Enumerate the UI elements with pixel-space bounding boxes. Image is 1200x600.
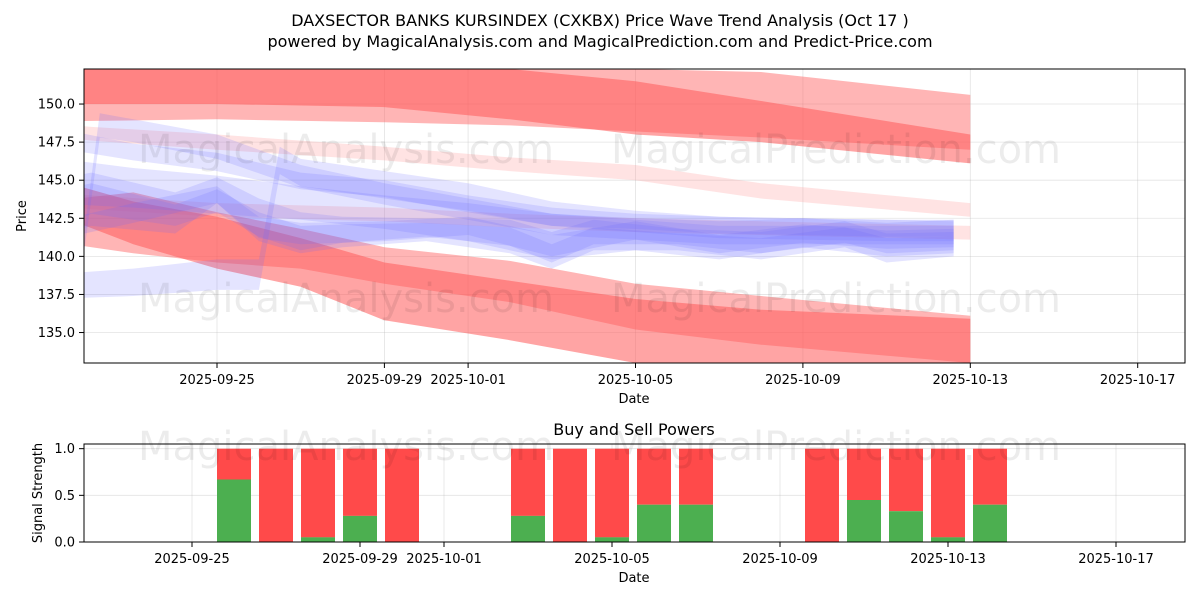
wave-band-5 [84,133,954,237]
price-y-tick-label: 140.0 [38,250,75,265]
sell-power-bar [973,448,1007,505]
power-y-axis: 0.0 0.5 1.0 [54,442,84,551]
sell-power-bar [343,448,377,516]
buy-power-bar [973,504,1007,542]
power-x-tick-label: 2025-10-01 [406,552,482,567]
price-x-tick-label: 2025-10-09 [765,373,841,388]
sell-power-bar [385,448,419,542]
sell-power-bar [847,448,881,500]
watermark-bottom-right: MagicalPrediction.com [611,424,1061,470]
buy-power-bar [301,537,335,542]
watermark-top-left-2: MagicalAnalysis.com [138,276,554,322]
price-bands [84,69,971,363]
price-y-tick-label: 142.5 [38,212,75,227]
price-x-tick-label: 2025-10-01 [430,373,506,388]
lower-pink-1 [84,194,971,240]
price-x-tick-label: 2025-10-13 [933,373,1009,388]
watermark-bottom-left: MagicalAnalysis.com [138,424,554,470]
power-x-tick-label: 2025-09-29 [322,552,398,567]
power-x-tick-label: 2025-09-25 [154,552,230,567]
sell-power-bar [553,448,587,542]
buy-power-bar [889,511,923,542]
power-x-label: Date [618,571,649,586]
sell-power-bar [679,448,713,505]
power-frame [83,443,1186,543]
price-y-label: Price [15,200,30,232]
buy-power-bar [595,537,629,542]
buy-power-bar [847,500,881,542]
power-y-tick-label: 0.0 [54,536,75,551]
watermark-top-right-1: MagicalPrediction.com [611,127,1061,173]
sell-power-bar [301,448,335,538]
power-y-tick-label: 0.5 [54,489,75,504]
watermark-top-left-1: MagicalAnalysis.com [138,127,554,173]
sell-power-bar [931,448,965,538]
power-x-tick-label: 2025-10-17 [1078,552,1154,567]
sell-power-bar [217,448,251,480]
price-y-tick-label: 147.5 [38,136,75,151]
wave-band-1 [84,161,954,260]
wave-band-2 [84,172,954,269]
price-frame [83,68,1186,364]
power-title: Buy and Sell Powers [553,420,715,439]
sell-power-bar [805,448,839,542]
power-x-axis: 2025-09-25 2025-09-29 2025-10-01 2025-10-05… [154,542,1154,567]
price-y-axis: 135.0 137.5 140.0 142.5 145.0 147.5 150.0 [38,98,84,341]
upper-pink-1 [84,126,971,217]
price-x-tick-label: 2025-09-25 [179,373,255,388]
wave-band-7 [84,113,954,253]
power-y-tick-label: 1.0 [54,442,75,457]
price-x-tick-label: 2025-10-17 [1100,373,1176,388]
buy-power-bar [343,515,377,542]
wave-band-4 [84,183,954,263]
sell-power-bar [637,448,671,505]
buy-power-bar [679,504,713,542]
sell-power-bar [889,448,923,512]
price-y-tick-label: 150.0 [38,98,75,113]
price-y-tick-label: 137.5 [38,288,75,303]
power-x-tick-label: 2025-10-09 [742,552,818,567]
lower-band-2 [84,187,971,363]
buy-power-bar [931,537,965,542]
chart-subtitle: powered by MagicalAnalysis.com and Magic… [267,32,932,51]
power-y-label: Signal Strength [31,443,46,543]
price-x-tick-label: 2025-10-05 [598,373,674,388]
price-x-axis: 2025-09-25 2025-09-29 2025-10-01 2025-10-05… [179,363,1175,388]
power-panel: Buy and Sell Powers MagicalAnalysis.com … [31,420,1186,586]
power-bars [49,448,1007,542]
buy-power-bar [637,504,671,542]
power-x-tick-label: 2025-10-13 [910,552,986,567]
price-x-tick-label: 2025-09-29 [347,373,423,388]
watermark-top-right-2: MagicalPrediction.com [611,276,1061,322]
chart-title: DAXSECTOR BANKS KURSINDEX (CXKBX) Price … [291,11,909,30]
price-y-tick-label: 145.0 [38,174,75,189]
buy-power-bar [511,515,545,542]
upper-band-2 [84,69,971,164]
price-panel: MagicalAnalysis.com MagicalPrediction.co… [15,68,1186,407]
sell-power-bar [259,448,293,542]
wave-band-6 [84,146,954,298]
sell-power-bar [595,448,629,538]
sell-power-bar [511,448,545,516]
sell-power-bar [49,449,83,522]
price-y-tick-label: 135.0 [38,326,75,341]
wave-band-3 [84,186,954,257]
buy-power-bar [217,479,251,542]
power-x-tick-label: 2025-10-05 [574,552,650,567]
price-x-label: Date [618,392,649,407]
